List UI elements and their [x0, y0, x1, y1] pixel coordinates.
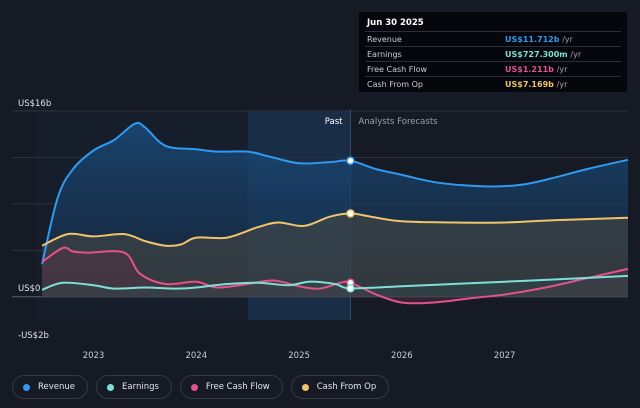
legend-item-earnings[interactable]: Earnings: [96, 375, 172, 399]
y-tick-label: US$16b: [18, 99, 51, 109]
free-cash-flow-dot-icon: [190, 383, 198, 391]
tooltip-label: Free Cash Flow: [367, 65, 428, 74]
free-cash-flow-area: [42, 247, 629, 304]
revenue-dot-icon: [23, 383, 30, 391]
tooltip-unit: /yr: [556, 80, 568, 89]
legend-label: Cash From Op: [316, 382, 377, 392]
earnings-area: [42, 275, 629, 297]
y-tick-label: US$0: [18, 284, 40, 294]
legend-label: Free Cash Flow: [205, 382, 270, 392]
earnings-dot-icon: [107, 383, 115, 391]
legend-item-cash-from-op[interactable]: Cash From Op: [290, 375, 390, 399]
earnings-marker: [346, 284, 355, 293]
tooltip-unit: /yr: [562, 35, 573, 44]
past-label: Past: [325, 117, 343, 127]
legend: Revenue Earnings Free Cash Flow Cash Fro…: [12, 375, 390, 401]
cash-from-op-marker: [346, 209, 355, 218]
revenue-line: [41, 121, 629, 265]
revenue-marker: [346, 156, 355, 166]
x-tick-label: 2027: [494, 351, 516, 361]
legend-item-revenue[interactable]: Revenue: [12, 375, 89, 399]
tooltip-unit: /yr: [556, 65, 568, 74]
tooltip-value: US$11.712b: [505, 35, 560, 44]
x-tick-label: 2025: [288, 351, 310, 361]
x-tick-label: 2026: [391, 351, 413, 361]
tooltip-label: Revenue: [367, 35, 402, 44]
cash-from-op-area: [42, 213, 629, 297]
legend-item-free-cash-flow[interactable]: Free Cash Flow: [179, 375, 283, 399]
x-tick-label: 2024: [185, 351, 207, 361]
forecast-label: Analysts Forecasts: [358, 117, 438, 127]
tooltip: Jun 30 2025 Revenue US$11.712b /yr Earni…: [359, 12, 627, 92]
tooltip-row-cash-from-op: Cash From Op US$7.169b /yr: [365, 76, 621, 92]
tooltip-row-earnings: Earnings US$727.300m /yr: [365, 46, 621, 62]
tooltip-label: Cash From Op: [367, 80, 424, 89]
tooltip-value: US$1.211b: [505, 65, 554, 74]
earnings-line: [41, 274, 629, 291]
tooltip-row-free-cash-flow: Free Cash Flow US$1.211b /yr: [365, 61, 621, 77]
cash-from-op-dot-icon: [301, 383, 309, 391]
tooltip-value: US$7.169b: [505, 80, 554, 89]
legend-label: Revenue: [38, 382, 76, 392]
tooltip-row-revenue: Revenue US$11.712b /yr: [365, 31, 621, 47]
tooltip-unit: /yr: [570, 50, 582, 59]
tooltip-value: US$727.300m: [505, 50, 568, 59]
x-tick-label: 2023: [83, 351, 105, 361]
y-tick-label: -US$2b: [18, 331, 49, 341]
cash-from-op-line: [41, 212, 629, 247]
tooltip-label: Earnings: [367, 50, 402, 59]
legend-label: Earnings: [122, 382, 159, 392]
free-cash-flow-line: [41, 246, 629, 305]
tooltip-date: Jun 30 2025: [367, 18, 424, 28]
